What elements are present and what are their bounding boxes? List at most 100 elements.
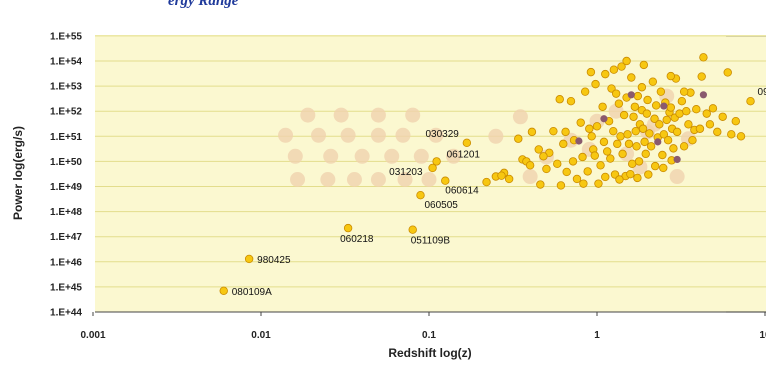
data-point <box>708 104 718 113</box>
x-axis-title: Redshift log(z) <box>388 346 471 360</box>
data-point <box>615 175 624 184</box>
data-point <box>663 135 673 145</box>
data-point <box>623 130 632 139</box>
data-point <box>626 169 635 179</box>
dark-point <box>673 155 681 164</box>
x-axis-ticks: 0.001 0.01 0.1 1 10 <box>80 312 766 341</box>
data-point <box>622 56 631 66</box>
data-point <box>642 109 652 118</box>
y-tick-label: 1.E+48 <box>50 207 82 218</box>
data-point <box>640 137 649 147</box>
data-point <box>534 145 543 154</box>
faded-point <box>522 169 538 185</box>
data-point <box>656 87 666 96</box>
y-tick-label: 1.E+49 <box>50 182 82 193</box>
data-point <box>650 114 659 123</box>
faded-point <box>397 172 413 188</box>
faded-point <box>512 109 528 125</box>
data-point <box>616 132 625 141</box>
data-point <box>633 173 642 183</box>
data-point <box>672 127 682 137</box>
faded-point <box>405 107 421 123</box>
y-tick-label: 1.E+46 <box>50 257 82 268</box>
data-point <box>609 126 618 136</box>
data-point <box>568 157 578 166</box>
data-point <box>527 127 537 137</box>
data-point <box>684 120 693 129</box>
data-point <box>596 161 605 170</box>
data-point <box>514 134 523 143</box>
data-point <box>644 170 653 179</box>
data-point <box>619 110 629 120</box>
data-point <box>613 139 622 149</box>
data-point <box>624 139 634 149</box>
data-point <box>713 127 722 137</box>
data-point <box>651 101 661 110</box>
annotation-label: 061201 <box>447 149 481 160</box>
data-point <box>669 144 678 153</box>
data-point <box>408 225 417 234</box>
annotation-label: 090423 <box>758 87 766 98</box>
faded-point <box>395 127 411 143</box>
data-point <box>591 79 600 89</box>
data-point <box>609 65 619 74</box>
faded-point <box>421 172 437 188</box>
data-point <box>607 84 616 93</box>
data-point <box>631 126 640 136</box>
faded-point <box>340 127 356 143</box>
data-point <box>648 77 658 86</box>
dark-point <box>699 91 708 99</box>
data-point <box>697 72 706 81</box>
dark-point <box>660 102 668 110</box>
data-point <box>592 122 602 131</box>
faded-point <box>333 107 349 123</box>
y-axis-title: Power log(erg/s) <box>11 126 25 220</box>
x-tick-label: 0.01 <box>251 330 271 341</box>
data-point <box>659 130 669 139</box>
dark-point <box>627 91 635 99</box>
faded-point <box>278 127 294 143</box>
faded-point <box>300 107 316 123</box>
dark-point <box>600 115 608 123</box>
data-point <box>633 91 643 101</box>
x-tick-label: 0.001 <box>80 330 105 341</box>
annotation-label: 030329 <box>425 129 459 140</box>
data-point <box>583 167 592 176</box>
y-tick-label: 1.E+55 <box>50 31 82 42</box>
x-tick-label: 0.1 <box>422 330 436 341</box>
data-point <box>482 177 491 187</box>
x-tick-label: 10 <box>759 330 766 341</box>
data-point <box>590 151 599 160</box>
data-point <box>428 163 437 173</box>
data-point <box>553 159 562 169</box>
data-point <box>542 164 551 174</box>
data-point <box>594 179 603 188</box>
data-point <box>727 130 736 139</box>
data-point <box>723 68 732 77</box>
y-axis-ticks: 1.E+44 1.E+45 1.E+46 1.E+47 1.E+48 1.E+49 1.E+… <box>50 31 82 318</box>
data-point <box>718 112 727 121</box>
data-point <box>601 172 610 182</box>
data-point <box>611 89 621 98</box>
data-point <box>639 60 649 70</box>
data-point <box>579 179 588 188</box>
data-point <box>630 102 640 111</box>
data-point <box>645 129 654 138</box>
data-point <box>702 109 711 118</box>
data-point <box>731 116 740 126</box>
data-point <box>497 171 506 180</box>
faded-point <box>320 172 336 188</box>
data-point <box>580 87 590 96</box>
dark-point <box>654 138 662 146</box>
data-point <box>682 106 691 116</box>
faded-point <box>428 127 444 143</box>
annotation-label: 060614 <box>445 186 479 197</box>
data-point <box>601 69 610 79</box>
data-point <box>561 127 570 137</box>
y-tick-label: 1.E+45 <box>50 282 82 293</box>
data-point <box>585 124 594 133</box>
annotation-label: 051109B <box>411 236 451 247</box>
y-tick-label: 1.E+54 <box>50 57 82 68</box>
faded-point <box>413 148 429 164</box>
data-point <box>666 103 676 112</box>
